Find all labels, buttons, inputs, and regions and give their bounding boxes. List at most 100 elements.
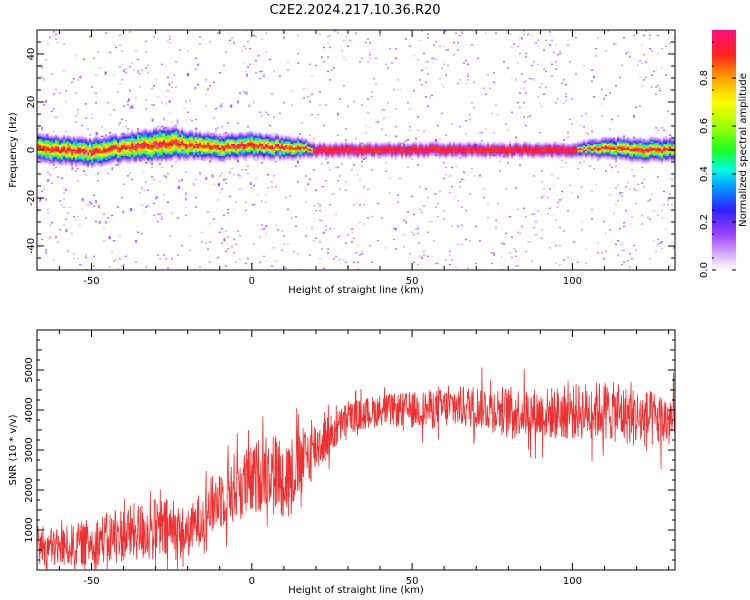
spectrogram-cell [225,51,227,53]
spectrogram-cell [49,142,51,145]
spectrogram-cell [93,153,95,155]
spectrogram-cell [243,146,245,148]
spectrogram-cell [189,235,191,237]
spectrogram-cell [223,142,225,145]
spectrogram-cell [127,151,129,153]
spectrogram-cell [111,136,113,139]
spectrogram-cell [225,148,227,151]
spectrogram-cell [123,136,125,139]
spectrogram-cell [175,150,177,152]
spectrogram-cell [53,148,55,151]
spectrogram-cell [413,146,415,148]
spectrogram-cell [207,87,209,89]
spectrogram-cell [281,154,283,157]
spectrogram-cell [197,140,199,142]
spectrogram-cell [445,30,447,32]
spectrogram-cell [445,166,447,169]
spectrogram-cell [341,146,343,148]
spectrogram-cell [109,147,111,149]
spectrogram-cell [267,136,269,139]
spectrogram-cell [221,153,223,155]
spectrogram-cell [287,243,289,245]
spectrogram-cell [67,146,69,148]
spectrogram-cell [337,112,339,115]
spectrogram-cell [195,196,197,199]
spectrogram-cell [205,133,207,135]
spectrogram-cell [295,158,297,160]
spectrogram-cell [123,157,125,159]
spectrogram-cell [431,151,433,153]
spectrogram-cell [191,133,193,135]
spectrogram-cells [37,30,675,271]
spectrogram-cell [385,150,387,152]
spectrogram-cell [211,144,213,146]
spectrogram-cell [321,144,323,146]
spectrogram-cell [167,136,169,139]
spectrogram-cell [257,138,259,140]
spectrogram-cell [327,157,329,159]
spectrogram-cell [213,140,215,142]
spectrogram-cell [399,152,401,154]
spectrogram-cell [321,152,323,154]
spectrogram-cell [411,154,413,157]
spectrogram-cell [421,147,423,149]
spectrogram-cell [143,158,145,160]
spectrogram-cell [289,154,291,157]
spectrogram-cell [399,148,401,151]
spectrogram-cell [55,150,57,152]
spectrogram-cell [349,151,351,153]
spectrogram-cell [305,138,307,140]
spectrogram-cell [233,146,235,148]
spectrogram-cell [407,211,409,213]
spectrogram-cell [151,145,153,147]
spectrogram-cell [275,136,277,139]
spectrogram-cell [121,63,123,65]
spectrogram-cell [327,153,329,155]
spectrogram-cell [443,153,445,155]
spectrogram-cell [175,154,177,157]
spectrogram-cell [53,162,55,164]
spectrogram-cell [51,152,53,154]
spectrogram-cell [167,133,169,135]
spectrogram-cell [179,152,181,154]
spectrogram-cell [167,138,169,140]
spectrogram-cell [213,158,215,160]
spectrogram-cell [169,111,171,113]
spectrogram-cell [41,238,43,241]
spectrogram-cell [55,140,57,142]
spectrogram-cell [199,133,201,135]
spectrogram-cell [265,51,267,53]
spectrogram-cell [109,114,111,116]
spectrogram-cell [357,146,359,148]
spectrogram-cell [339,151,341,153]
spectrogram-cell [45,146,47,148]
spectrogram-cell [101,160,103,163]
spectrogram-cell [175,130,177,133]
spectrogram-cell [55,159,57,161]
spectrogram-cell [151,147,153,149]
spectrogram-cell [197,157,199,159]
spectrogram-cell [407,147,409,149]
spectrogram-cell [183,156,185,158]
spectrogram-cell [353,261,355,263]
spectrogram-cell [203,132,205,134]
spectrogram-cell [181,135,183,137]
spectrogram-cell [65,135,67,137]
spectrogram-cell [235,139,237,141]
spectrogram-cell [337,134,339,136]
spectrogram-cell [409,45,411,47]
spectrogram-cell [81,264,83,266]
spectrogram-cell [305,142,307,145]
spectrogram-cell [397,141,399,143]
spectrogram-cell [117,267,119,269]
spectrogram-cell [139,145,141,147]
spectrogram-cell [263,146,265,148]
spectrogram-cell [157,138,159,140]
spectrogram-cell [361,165,363,167]
spectrogram-cell [179,156,181,158]
spectrogram-cell [361,250,363,253]
spectrogram-cell [303,87,305,89]
spectrogram-cell [45,135,47,137]
spectrogram-cell [159,133,161,135]
spectrogram-cell [259,136,261,139]
